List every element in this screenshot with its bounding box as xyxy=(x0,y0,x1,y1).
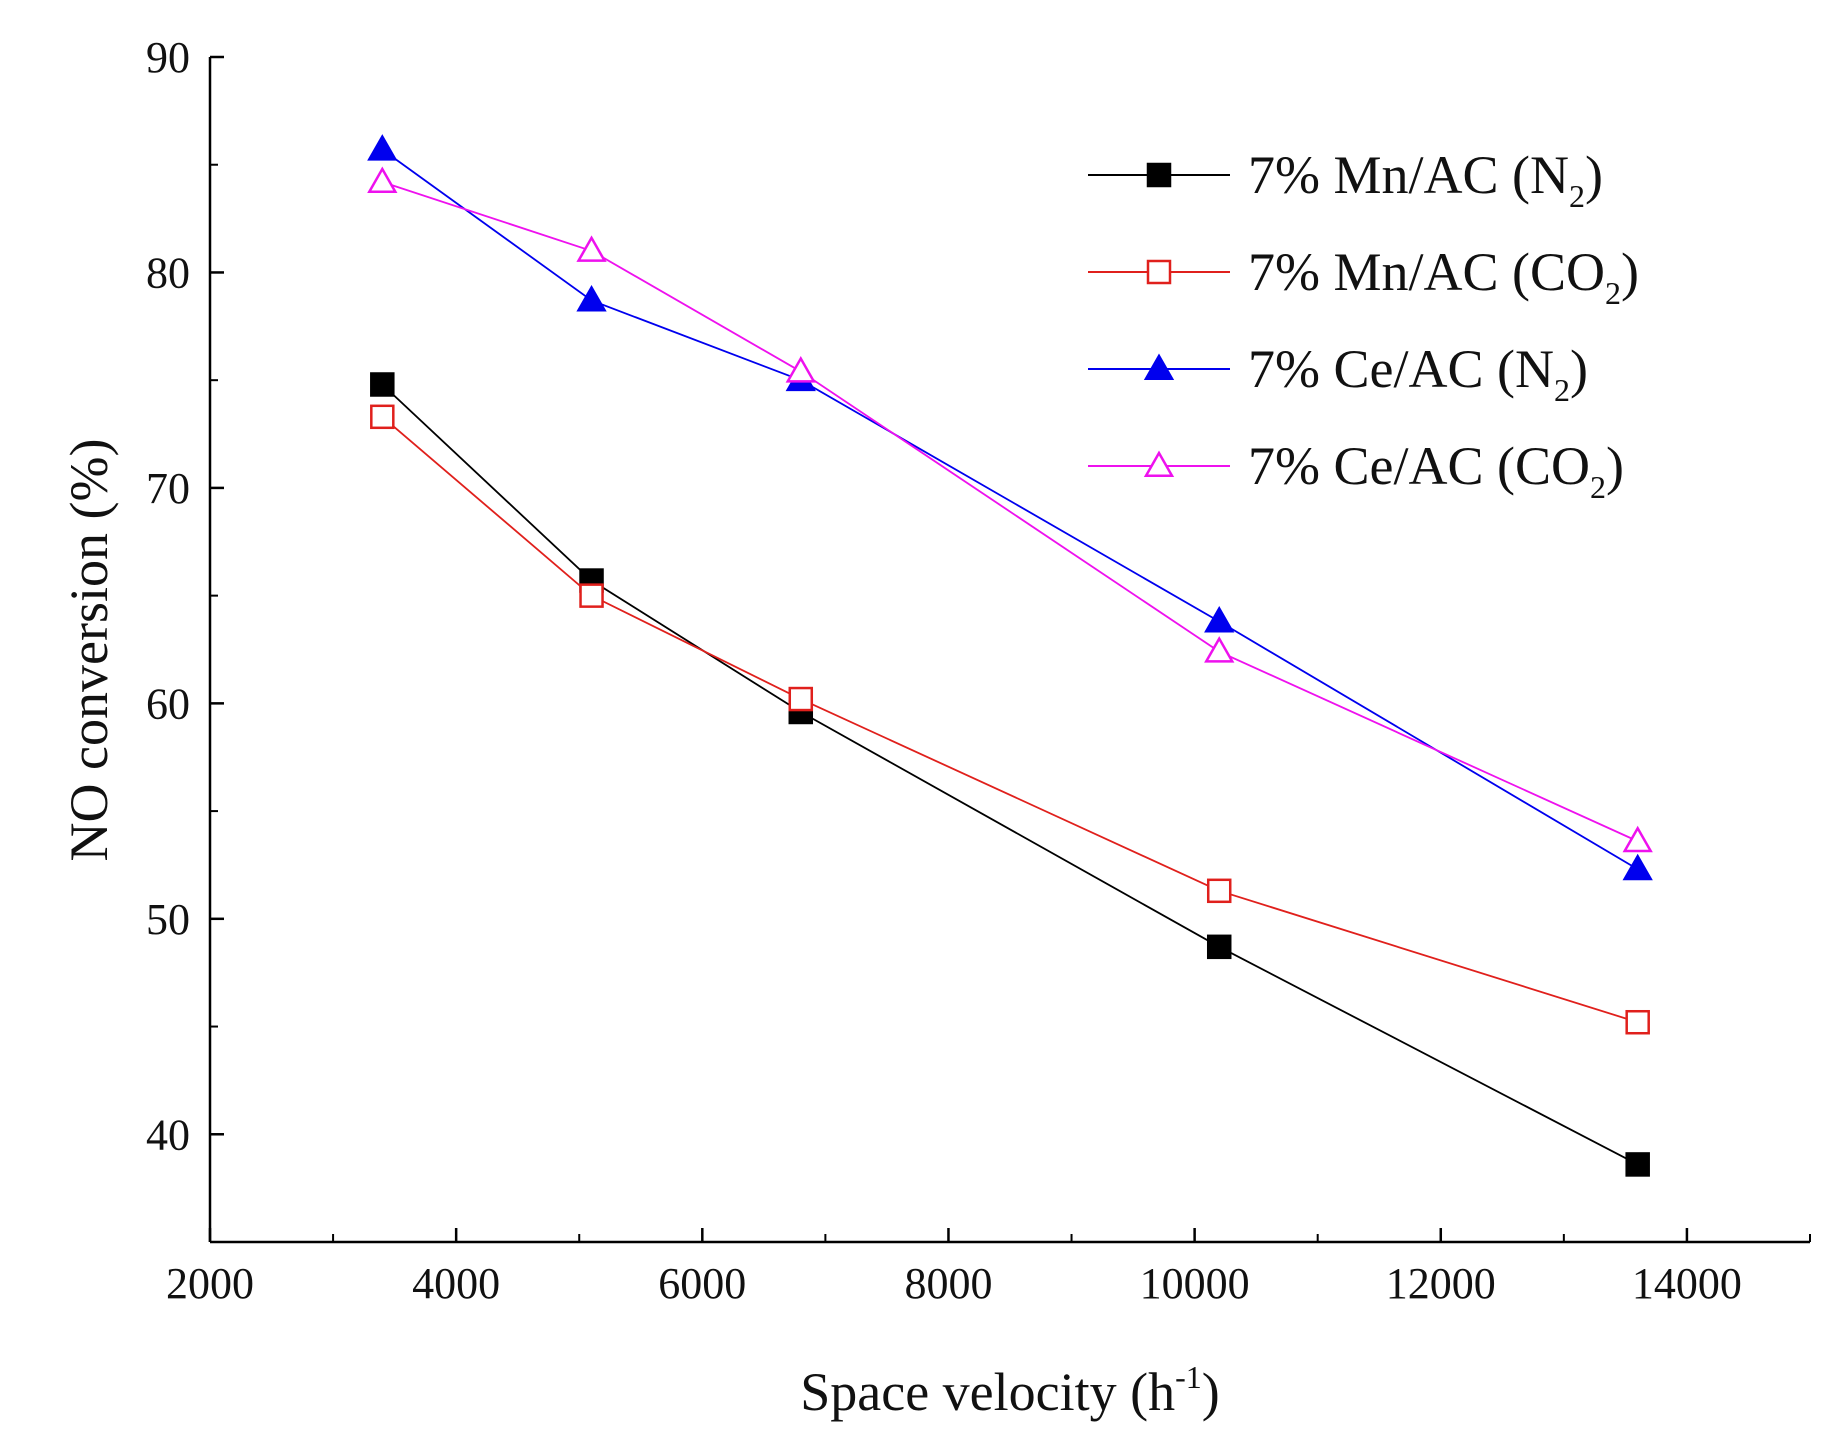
legend-marker xyxy=(1143,353,1175,380)
legend-item: 7% Mn/AC (N2) xyxy=(1088,145,1603,214)
data-point xyxy=(579,583,604,608)
data-point xyxy=(370,372,395,397)
y-axis-title: NO conversion (%) xyxy=(59,439,119,862)
axes xyxy=(208,57,1810,1244)
y-tick-label: 40 xyxy=(146,1110,190,1159)
legend-label: 7% Mn/AC (N2) xyxy=(1248,145,1603,214)
legend-marker xyxy=(1146,162,1172,188)
data-point xyxy=(1206,934,1232,960)
legend-item: 7% Mn/AC (CO2) xyxy=(1088,242,1639,311)
legend-label: 7% Ce/AC (N2) xyxy=(1248,339,1588,408)
legend: 7% Mn/AC (N2) 7% Mn/AC (CO2) 7% Ce/AC (N2)… xyxy=(1088,145,1639,505)
ticks xyxy=(208,55,1811,1242)
x-tick-label: 6000 xyxy=(658,1259,746,1308)
data-point xyxy=(1206,878,1232,904)
data-point xyxy=(1204,636,1235,663)
tick-labels: 40 50 60 70 80 90 2000 4000 6000 8000 10000 12000 14… xyxy=(146,33,1742,1308)
data-point xyxy=(576,284,607,312)
legend-marker xyxy=(1143,450,1175,477)
x-tick-label: 4000 xyxy=(412,1259,500,1308)
plot-area xyxy=(367,134,1653,1177)
data-point xyxy=(1622,825,1653,853)
series-4 xyxy=(367,166,1653,853)
y-tick-label: 70 xyxy=(146,464,190,513)
legend-label: 7% Ce/AC (CO2) xyxy=(1248,436,1624,505)
data-point xyxy=(1204,605,1235,633)
legend-item: 7% Ce/AC (N2) xyxy=(1088,339,1588,408)
data-point xyxy=(1625,1009,1650,1035)
y-tick-label: 50 xyxy=(146,895,190,944)
series-line xyxy=(381,416,1638,1024)
data-point xyxy=(1625,1152,1650,1177)
data-point xyxy=(788,686,814,712)
data-point xyxy=(367,166,398,193)
y-tick-label: 90 xyxy=(146,33,190,82)
data-point xyxy=(576,235,607,262)
series-2 xyxy=(370,404,1650,1035)
x-axis-title: Space velocity (h-1) xyxy=(800,1359,1220,1422)
data-point xyxy=(785,356,816,383)
x-tick-label: 8000 xyxy=(904,1259,992,1308)
legend-label: 7% Mn/AC (CO2) xyxy=(1248,242,1639,311)
y-tick-label: 60 xyxy=(146,679,190,728)
series-1 xyxy=(370,372,1650,1177)
legend-item: 7% Ce/AC (CO2) xyxy=(1088,436,1624,505)
x-tick-label: 10000 xyxy=(1140,1259,1250,1308)
data-point xyxy=(1622,853,1653,881)
x-tick-label: 2000 xyxy=(166,1259,254,1308)
legend-marker xyxy=(1146,259,1172,285)
y-tick-label: 80 xyxy=(146,248,190,297)
x-tick-label: 12000 xyxy=(1386,1259,1496,1308)
data-point xyxy=(370,404,395,430)
data-point xyxy=(367,134,398,161)
x-tick-label: 14000 xyxy=(1632,1259,1742,1308)
